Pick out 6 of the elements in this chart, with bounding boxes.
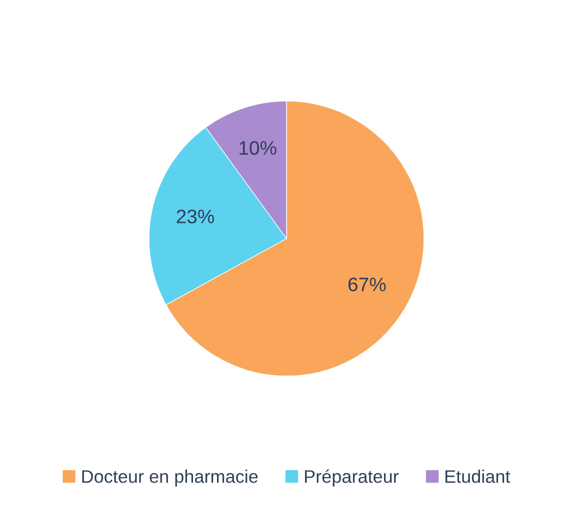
- data-label: 67%: [348, 278, 386, 292]
- legend-label: Préparateur: [305, 469, 399, 486]
- legend-label: Docteur en pharmacie: [82, 470, 258, 486]
- data-label: 10%: [240, 141, 276, 155]
- data-label: 23%: [176, 210, 214, 224]
- legend-label: Etudiant: [446, 470, 510, 483]
